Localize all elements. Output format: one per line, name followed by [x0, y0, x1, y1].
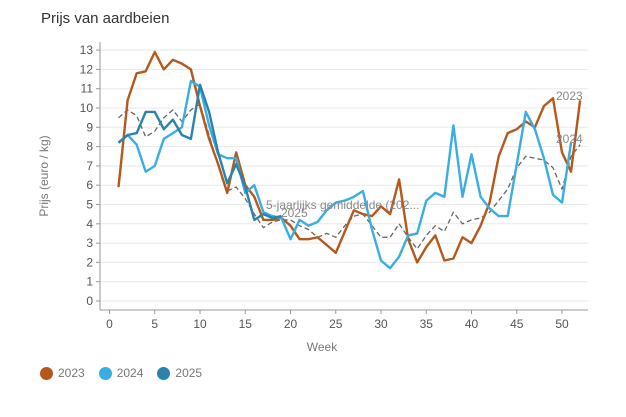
y-tick-label: 1 — [86, 275, 93, 289]
y-tick-label: 7 — [86, 159, 93, 173]
series-lines — [117, 50, 582, 270]
x-tick-label: 10 — [193, 317, 207, 331]
legend-label: 2024 — [116, 366, 144, 380]
y-tick-label: 10 — [80, 101, 94, 115]
series-annotation: 2024 — [556, 132, 583, 146]
axes — [99, 42, 588, 311]
y-tick-label: 4 — [86, 217, 93, 231]
series-annotation: 2023 — [556, 89, 583, 103]
series-line-2025[interactable] — [117, 83, 282, 222]
x-tick-label: 15 — [239, 317, 253, 331]
gridlines — [100, 49, 588, 302]
x-tick-label: 40 — [465, 317, 479, 331]
legend-item-2025[interactable]: 2025 — [157, 366, 202, 380]
series-line-2024[interactable] — [117, 79, 573, 270]
y-tick-label: 11 — [81, 82, 94, 96]
series-line-2023[interactable] — [117, 50, 582, 264]
x-axis-ticks: 0 5 10 15 20 25 30 35 40 45 50 — [106, 310, 569, 331]
y-tick-label: 8 — [86, 140, 93, 154]
series-annotations: 5-jaarlijks gemiddelde (202...2025 2023 20… — [266, 89, 583, 220]
series-line-5-jaarlijks-gemiddelde-202[interactable] — [118, 103, 581, 250]
x-tick-label: 5 — [151, 317, 158, 331]
series-annotation: 2025 — [281, 206, 308, 220]
y-tick-label: 9 — [86, 120, 93, 134]
legend: 2023 2024 2025 — [40, 366, 202, 380]
y-tick-label: 0 — [86, 294, 93, 308]
legend-label: 2025 — [175, 366, 203, 380]
legend-label: 2023 — [58, 366, 85, 380]
y-tick-label: 12 — [80, 62, 94, 76]
x-tick-label: 30 — [374, 317, 388, 331]
y-axis-label: Prijs (euro / kg) — [37, 135, 51, 216]
x-tick-label: 50 — [555, 317, 569, 331]
y-tick-label: 5 — [86, 198, 93, 212]
legend-swatch-2025 — [157, 366, 171, 380]
x-tick-label: 20 — [284, 317, 298, 331]
x-tick-label: 45 — [510, 317, 524, 331]
x-tick-label: 0 — [106, 317, 113, 331]
legend-item-2023[interactable]: 2023 — [40, 366, 85, 380]
x-tick-label: 35 — [420, 317, 434, 331]
x-axis-label: Week — [307, 340, 338, 354]
legend-swatch-2023 — [40, 366, 53, 380]
y-tick-label: 3 — [86, 236, 93, 250]
legend-item-2024[interactable]: 2024 — [98, 366, 144, 380]
legend-swatch-2024 — [98, 366, 112, 380]
y-tick-label: 2 — [86, 255, 93, 269]
chart-title: Prijs van aardbeien — [41, 10, 170, 27]
y-tick-label: 6 — [86, 178, 93, 192]
x-tick-label: 25 — [329, 317, 343, 331]
y-tick-label: 13 — [80, 43, 94, 57]
series-annotation: 5-jaarlijks gemiddelde (202... — [266, 198, 419, 212]
